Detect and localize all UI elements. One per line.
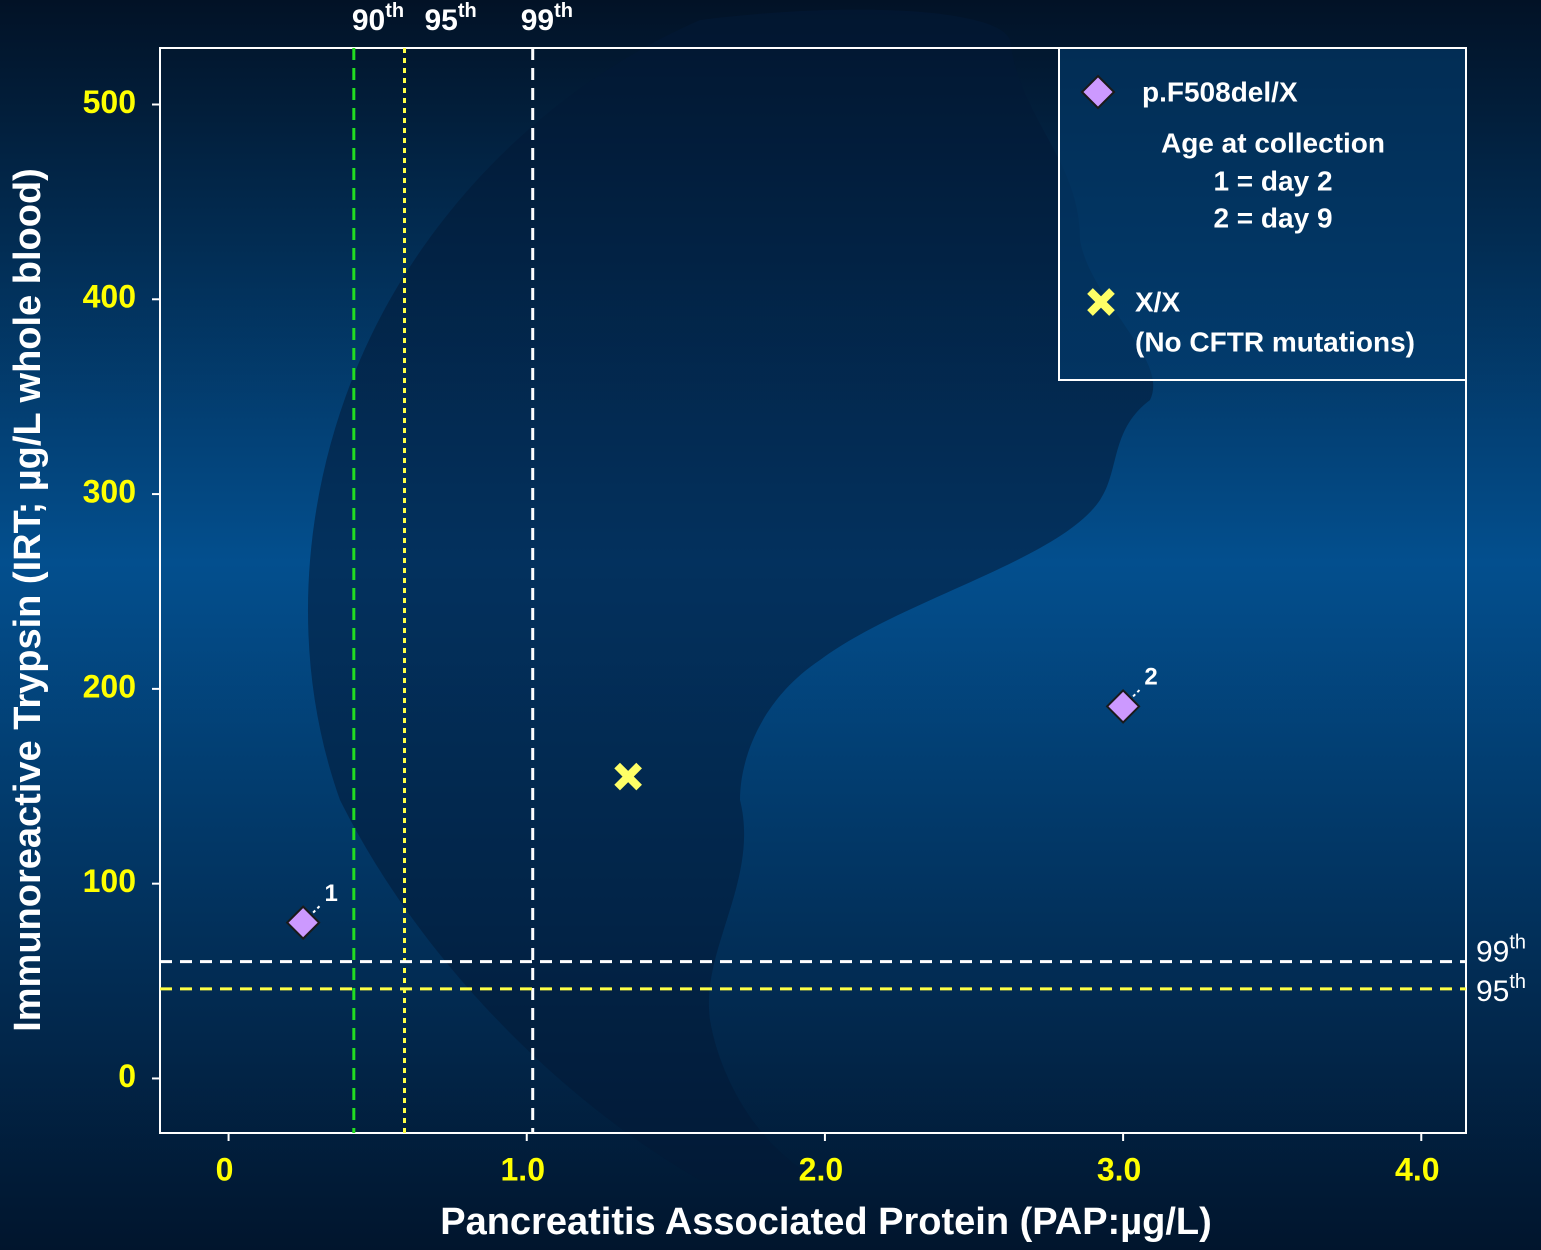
point-label: 1 xyxy=(324,880,337,907)
chart: Pancreatitis Associated Protein (PAP:µg/… xyxy=(0,0,1541,1250)
reference-label-number: 90 xyxy=(352,4,385,37)
reference-label-suffix: th xyxy=(554,0,573,22)
page: Pancreatitis Associated Protein (PAP:µg/… xyxy=(0,0,1541,1250)
reference-label-suffix: th xyxy=(1509,932,1526,954)
y-tick-label: 100 xyxy=(83,863,136,899)
x-tick-label: 1.0 xyxy=(501,1151,545,1187)
y-tick-label: 500 xyxy=(83,84,136,120)
point-label: 2 xyxy=(1144,664,1157,691)
legend-note: Age at collection xyxy=(1161,127,1385,158)
legend-label: p.F508del/X xyxy=(1142,76,1298,107)
reference-label-number: 99 xyxy=(521,4,554,37)
legend-label: X/X xyxy=(1135,286,1180,317)
reference-label-suffix: th xyxy=(1509,971,1526,993)
reference-label-suffix: th xyxy=(385,0,404,22)
reference-label-number: 95 xyxy=(1476,975,1509,1008)
x-axis-title: Pancreatitis Associated Protein (PAP:µg/… xyxy=(440,1201,1212,1243)
reference-label-number: 95 xyxy=(425,4,458,37)
x-tick-label: 0 xyxy=(216,1151,234,1187)
reference-label-suffix: th xyxy=(458,0,477,22)
reference-label-number: 99 xyxy=(1476,936,1509,969)
x-tick-label: 4.0 xyxy=(1395,1151,1439,1187)
y-tick-label: 400 xyxy=(83,279,136,315)
x-tick-label: 2.0 xyxy=(799,1151,843,1187)
y-axis-title: Immunoreactive Trypsin (IRT; µg/L whole … xyxy=(7,168,49,1032)
legend-description: (No CFTR mutations) xyxy=(1135,326,1415,357)
y-tick-label: 300 xyxy=(83,474,136,510)
y-tick-label: 200 xyxy=(83,668,136,704)
y-tick-label: 0 xyxy=(118,1058,136,1094)
legend-note: 2 = day 9 xyxy=(1213,202,1332,233)
legend-note: 1 = day 2 xyxy=(1213,165,1332,196)
x-tick-label: 3.0 xyxy=(1097,1151,1141,1187)
